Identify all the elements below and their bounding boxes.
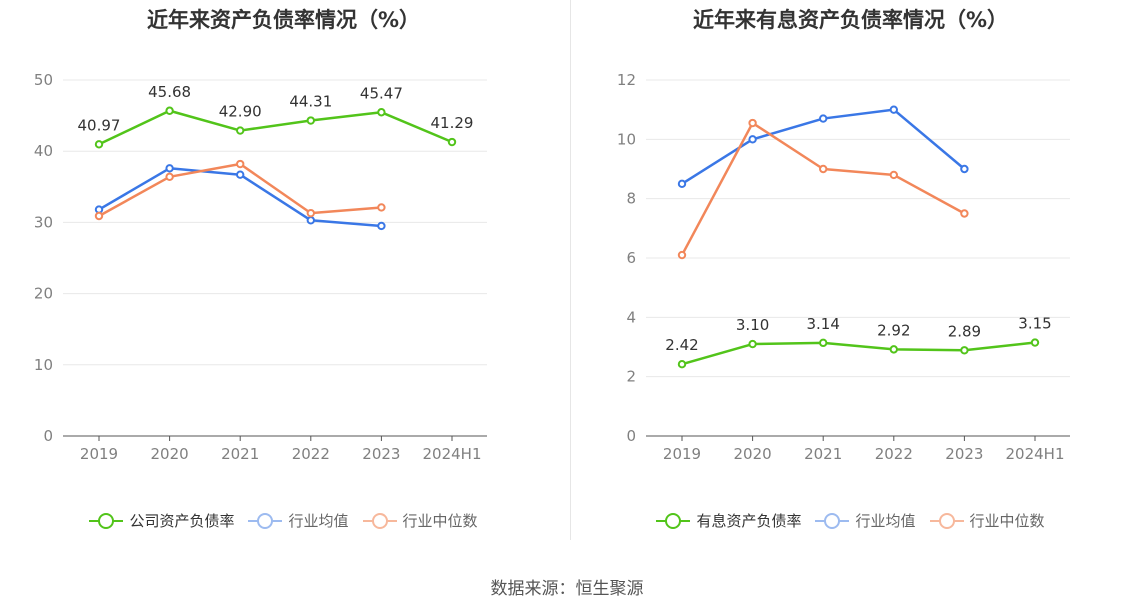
x-tick-label: 2024H1: [1006, 445, 1065, 463]
data-point: [889, 170, 898, 180]
y-tick-label: 50: [34, 71, 53, 89]
y-tick-label: 12: [617, 71, 636, 89]
x-tick-label: 2020: [734, 445, 772, 463]
data-label: 45.68: [148, 83, 191, 101]
legend-line-circle-icon: [929, 512, 964, 529]
x-tick-label: 2019: [80, 445, 118, 463]
data-point: [889, 345, 898, 354]
x-tick-label: 2019: [663, 445, 701, 463]
legend-label: 行业均值: [288, 512, 349, 530]
data-point: [377, 108, 386, 117]
y-tick-label: 8: [626, 190, 636, 208]
legend-label: 公司资产负债率: [129, 512, 235, 530]
x-tick-label: 2023: [945, 445, 983, 463]
y-tick-label: 6: [626, 249, 636, 267]
chart-panel-asset-liability: 近年来资产负债率情况（%） 0 10 20 30 40 50 2019 2020 2021 202…: [0, 0, 567, 560]
legend-item-industry-mean[interactable]: 行业均值: [815, 510, 916, 531]
series-line: [680, 121, 965, 256]
y-tick-label: 30: [34, 213, 53, 231]
series-line: [681, 341, 1036, 366]
data-label: 3.10: [736, 316, 769, 334]
legend-label: 有息资产负债率: [696, 512, 802, 530]
data-label: 2.42: [665, 336, 698, 354]
data-point: [377, 203, 386, 212]
data-point: [236, 159, 245, 169]
data-label: 41.29: [431, 114, 474, 132]
data-point: [819, 164, 828, 174]
y-tick-label: 10: [34, 356, 53, 374]
x-tick-label: 2022: [292, 445, 330, 463]
chart-title: 近年来有息资产负债率情况（%）: [692, 8, 1009, 32]
y-tick-label: 4: [626, 308, 636, 326]
legend-line-circle-icon: [362, 512, 397, 529]
data-point: [677, 250, 687, 260]
y-tick-label: 0: [626, 427, 636, 445]
data-point: [165, 106, 174, 115]
x-tick-label: 2023: [362, 445, 400, 463]
data-label: 3.15: [1018, 315, 1051, 333]
data-point: [165, 172, 174, 182]
data-label: 45.47: [360, 84, 403, 102]
series-line: [98, 109, 453, 146]
legend-item-industry-median[interactable]: 行业中位数: [929, 510, 1045, 531]
data-point: [94, 211, 104, 221]
y-tick-label: 10: [617, 130, 636, 148]
data-point: [677, 360, 687, 369]
x-tick-label: 2020: [151, 445, 189, 463]
data-source-note: 数据来源：恒生聚源: [490, 579, 644, 599]
legend-item-industry-median[interactable]: 行业中位数: [362, 510, 478, 531]
data-point: [677, 179, 687, 189]
data-point: [94, 140, 104, 149]
data-point: [1030, 338, 1040, 347]
legend-label: 行业中位数: [402, 512, 478, 530]
data-label: 2.92: [877, 321, 910, 339]
chart-panel-interest-bearing: 近年来有息资产负债率情况（%） 0 2 4 6 8 10 12 2019 2020 2021 202…: [567, 0, 1134, 560]
panel-divider: [570, 0, 571, 540]
legend: 公司资产负债率 行业均值 行业中位数: [0, 510, 567, 531]
legend-item-company[interactable]: 公司资产负债率: [89, 510, 234, 531]
data-point: [819, 338, 828, 348]
legend-line-circle-icon: [248, 512, 283, 529]
legend-line-circle-icon: [89, 512, 124, 529]
data-label: 2.89: [948, 322, 981, 340]
x-tick-label: 2021: [804, 445, 842, 463]
y-tick-label: 40: [34, 142, 53, 160]
x-tick-label: 2024H1: [423, 445, 482, 463]
data-point: [960, 346, 969, 355]
data-point: [819, 114, 828, 123]
y-tick-label: 20: [34, 285, 53, 303]
legend-item-company[interactable]: 有息资产负债率: [656, 510, 801, 531]
data-label: 40.97: [78, 116, 121, 134]
legend-line-circle-icon: [656, 512, 691, 529]
data-label: 44.31: [289, 93, 332, 111]
data-point: [236, 170, 245, 179]
legend: 有息资产负债率 行业均值 行业中位数: [567, 510, 1134, 531]
x-tick-label: 2021: [221, 445, 259, 463]
data-point: [748, 118, 757, 128]
data-label: 42.90: [219, 103, 262, 121]
y-tick-label: 0: [43, 427, 53, 445]
data-point: [748, 339, 757, 349]
legend-line-circle-icon: [815, 512, 850, 529]
line-chart-interest-bearing: 0 2 4 6 8 10 12 2019 2020 2021 2022 2023 2024H1 2.42 3…: [617, 71, 1070, 463]
data-point: [306, 216, 315, 225]
data-point: [377, 221, 386, 231]
data-point: [960, 164, 969, 174]
data-point: [889, 105, 898, 114]
data-point: [236, 126, 245, 135]
legend-item-industry-mean[interactable]: 行业均值: [248, 510, 349, 531]
data-point: [306, 208, 315, 218]
data-point: [306, 116, 315, 125]
x-tick-label: 2022: [875, 445, 913, 463]
data-label: 3.14: [806, 315, 839, 333]
legend-label: 行业中位数: [969, 512, 1045, 530]
y-tick-label: 2: [626, 368, 636, 386]
data-point: [165, 164, 174, 173]
line-chart-asset-liability: 0 10 20 30 40 50 2019 2020 2021 2022 2023 2024H1 40.…: [34, 71, 487, 463]
legend-label: 行业均值: [855, 512, 916, 530]
data-point: [748, 135, 757, 144]
data-point: [447, 137, 457, 147]
data-point: [960, 209, 969, 218]
chart-title: 近年来资产负债率情况（%）: [146, 8, 421, 32]
